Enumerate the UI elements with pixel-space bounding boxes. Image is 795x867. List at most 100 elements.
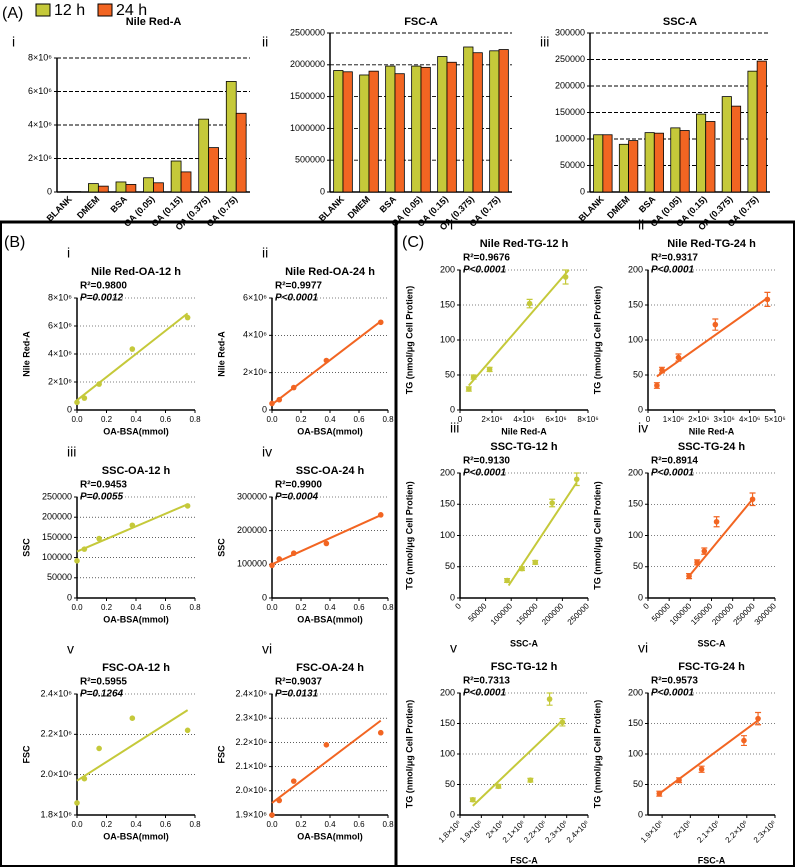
point [504, 577, 510, 584]
panel-number: v [67, 641, 74, 657]
annotation: P<0.0001 [463, 265, 507, 276]
point [701, 548, 708, 554]
x-tick-label: 0.0 [266, 415, 278, 424]
section-label: (B) [4, 234, 25, 251]
point [532, 559, 539, 566]
y-tick-label: 0 [580, 186, 585, 196]
y-axis-label: FSC [21, 745, 31, 764]
x-tick-label: 2×10⁶ [481, 415, 502, 424]
x-axis-label: Nile Red-A [501, 426, 547, 436]
fit-line [472, 719, 564, 807]
x-tick-label: 5×10⁶ [764, 415, 785, 424]
annotation: R²=0.9900 [275, 480, 322, 491]
x-axis-label: Nile Red-A [689, 426, 735, 436]
y-tick-label: 6×10⁶ [28, 86, 52, 96]
y-tick-label: 2.1×10⁶ [236, 761, 268, 771]
point [269, 562, 275, 569]
annotation: R²=0.9317 [651, 253, 698, 264]
frame [0, 221, 795, 867]
bar [359, 74, 370, 193]
bar [88, 183, 99, 193]
y-tick-label: 0 [67, 404, 72, 414]
point [470, 796, 476, 803]
chart-title: SSC-TG-12 h [490, 441, 558, 453]
y-tick-label: 100 [440, 530, 455, 540]
chart-title: Nile Red-OA-24 h [285, 266, 375, 278]
point [559, 719, 566, 726]
point [694, 559, 700, 566]
point [546, 696, 553, 702]
x-axis-label: SSC-A [697, 638, 726, 648]
point [495, 783, 502, 790]
y-tick-label: 100 [628, 748, 643, 758]
y-tick-label: 50000 [560, 160, 585, 170]
y-tick-label: 150 [628, 499, 643, 509]
x-axis-label: SSC-A [510, 638, 539, 648]
bar [420, 66, 431, 193]
y-tick-label: 0 [320, 186, 325, 196]
bar [333, 70, 344, 193]
x-tick-label: 1×10⁶ [663, 415, 684, 424]
x-tick-label: 0.2 [295, 820, 307, 829]
section-label: (C) [402, 234, 424, 251]
point [755, 715, 761, 722]
bar [235, 112, 247, 193]
point [323, 357, 330, 364]
y-tick-label: 8×10⁶ [48, 292, 72, 302]
x-tick-label: 3×10⁶ [714, 415, 735, 424]
x-tick-label: 0.2 [101, 415, 113, 424]
annotation: R²=0.9453 [80, 480, 127, 491]
fit-line [271, 514, 382, 566]
y-tick-label: 4×10⁶ [48, 348, 72, 358]
y-tick-label: 6×10⁶ [48, 320, 72, 330]
y-tick-label: 200 [440, 264, 455, 274]
x-tick-label: 0.0 [266, 820, 278, 829]
chart-title: FSC-A [404, 16, 438, 28]
point [129, 522, 136, 529]
y-tick-label: 200 [440, 687, 455, 697]
y-tick-label: 300000 [237, 491, 267, 501]
y-tick-label: 2.3×10⁶ [236, 713, 268, 723]
x-tick-label: 0.6 [353, 415, 365, 424]
x-tick-label: 0.6 [160, 603, 172, 612]
y-tick-label: 0 [47, 186, 52, 196]
point [377, 319, 384, 326]
annotation: R²=0.9977 [275, 281, 322, 292]
x-tick-label: 0.6 [160, 415, 172, 424]
y-tick-label: 150 [628, 299, 643, 309]
y-tick-label: 0 [67, 592, 72, 602]
bar [198, 118, 210, 193]
chart-title: FSC-TG-12 h [491, 661, 558, 673]
x-tick-label: 0.8 [189, 820, 201, 829]
x-tick-label: 0 [641, 601, 651, 611]
bar [679, 130, 690, 193]
y-tick-label: 2×10⁶ [28, 153, 52, 163]
chart-title: Nile Red-OA-12 h [91, 266, 181, 278]
chart-title: SSC-TG-24 h [678, 441, 746, 453]
y-tick-label: 200 [440, 467, 455, 477]
bar [756, 60, 767, 193]
y-axis-label: TG (nmol/μg Cell Protien) [592, 700, 602, 809]
point [290, 550, 297, 557]
point [486, 366, 493, 373]
fit-line [271, 719, 382, 804]
x-tick-label: 0.2 [101, 820, 113, 829]
fit-line [468, 269, 570, 387]
annotation: R²=0.5955 [80, 677, 127, 688]
y-tick-label: 150 [440, 718, 455, 728]
bar [489, 50, 500, 193]
point [74, 800, 80, 806]
y-axis-label: SSC [216, 538, 226, 557]
point [549, 500, 555, 506]
point [81, 546, 88, 552]
point [377, 729, 384, 736]
y-axis-label: SSC [21, 538, 31, 557]
chart-title: FSC-TG-24 h [678, 661, 745, 673]
bar [368, 70, 379, 193]
fit-line [76, 312, 189, 401]
annotation: P=0.1264 [80, 689, 124, 700]
y-tick-label: 1.8×10⁶ [41, 809, 73, 819]
chart-title: Nile Red-TG-24 h [667, 238, 756, 250]
y-tick-label: 50 [633, 779, 643, 789]
panel-number: vi [638, 640, 648, 656]
